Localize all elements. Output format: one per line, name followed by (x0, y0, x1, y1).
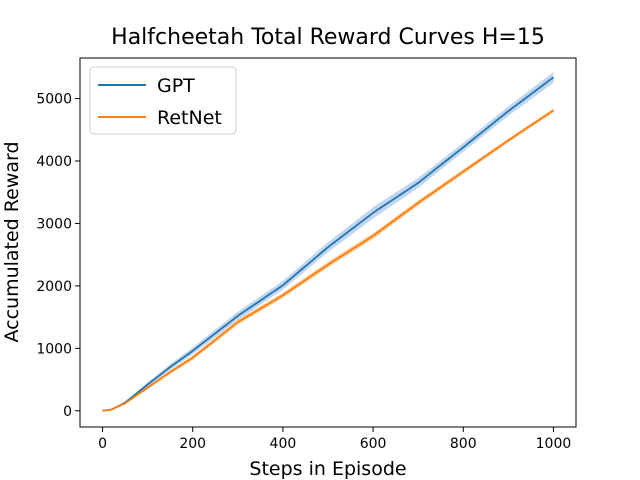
y-tick-label: 5000 (36, 92, 72, 108)
x-axis-label: Steps in Episode (249, 458, 406, 480)
plot-frame (79, 57, 577, 428)
chart-title: Halfcheetah Total Reward Curves H=15 (111, 25, 545, 50)
x-axis-ticks: 0 200 400 600 800 1000 (98, 427, 571, 452)
x-tick-label: 200 (179, 436, 206, 452)
x-tick-label: 600 (360, 436, 387, 452)
y-tick-label: 3000 (36, 216, 72, 232)
confidence-bands (102, 72, 554, 411)
x-tick-label: 400 (270, 436, 297, 452)
line-retnet (102, 109, 554, 412)
band-retnet (102, 108, 554, 411)
x-tick-label: 800 (450, 436, 477, 452)
y-tick-label: 2000 (36, 279, 72, 295)
y-tick-label: 1000 (36, 341, 72, 357)
y-tick-label: 4000 (36, 154, 72, 170)
y-axis-label: Accumulated Reward (1, 141, 23, 342)
line-gpt (102, 76, 555, 412)
y-tick-label: 0 (63, 404, 72, 420)
legend-label-gpt: GPT (157, 75, 195, 97)
y-axis-ticks: 0 1000 2000 3000 4000 5000 (36, 92, 80, 420)
legend-label-retnet: RetNet (157, 107, 222, 129)
legend: GPT RetNet (89, 66, 237, 135)
x-tick-label: 1000 (536, 436, 572, 452)
x-tick-label: 0 (98, 436, 107, 452)
series-lines (102, 76, 555, 412)
